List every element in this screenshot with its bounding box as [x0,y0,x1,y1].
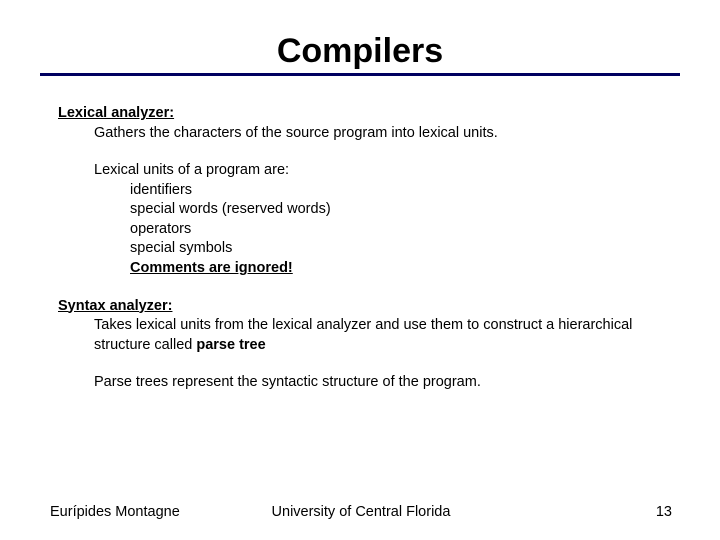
lexical-units-block: Lexical units of a program are: identifi… [58,161,670,278]
lexical-units-heading: Lexical units of a program are: [58,161,670,181]
syntax-desc-bold: parse tree [196,337,265,353]
slide-title: Compilers [0,0,720,73]
title-underline [40,73,680,76]
list-item: operators [58,220,670,240]
list-item: special words (reserved words) [58,200,670,220]
footer-institution: University of Central Florida [257,504,464,520]
lexical-units-emph: Comments are ignored! [58,259,670,279]
syntax-block: Syntax analyzer: Takes lexical units fro… [58,297,670,356]
syntax-closing-block: Parse trees represent the syntactic stru… [58,373,670,393]
syntax-heading: Syntax analyzer: [58,297,670,317]
syntax-desc: Takes lexical units from the lexical ana… [58,316,670,355]
footer-author: Eurípides Montagne [0,504,257,520]
slide-footer: Eurípides Montagne University of Central… [0,504,720,520]
lexical-heading: Lexical analyzer: [58,104,670,124]
syntax-closing: Parse trees represent the syntactic stru… [58,373,670,393]
syntax-desc-text: Takes lexical units from the lexical ana… [94,317,632,353]
slide-content: Lexical analyzer: Gathers the characters… [0,104,720,393]
lexical-desc: Gathers the characters of the source pro… [58,124,670,144]
lexical-block: Lexical analyzer: Gathers the characters… [58,104,670,143]
list-item: identifiers [58,181,670,201]
footer-page-number: 13 [465,504,720,520]
list-item: special symbols [58,239,670,259]
